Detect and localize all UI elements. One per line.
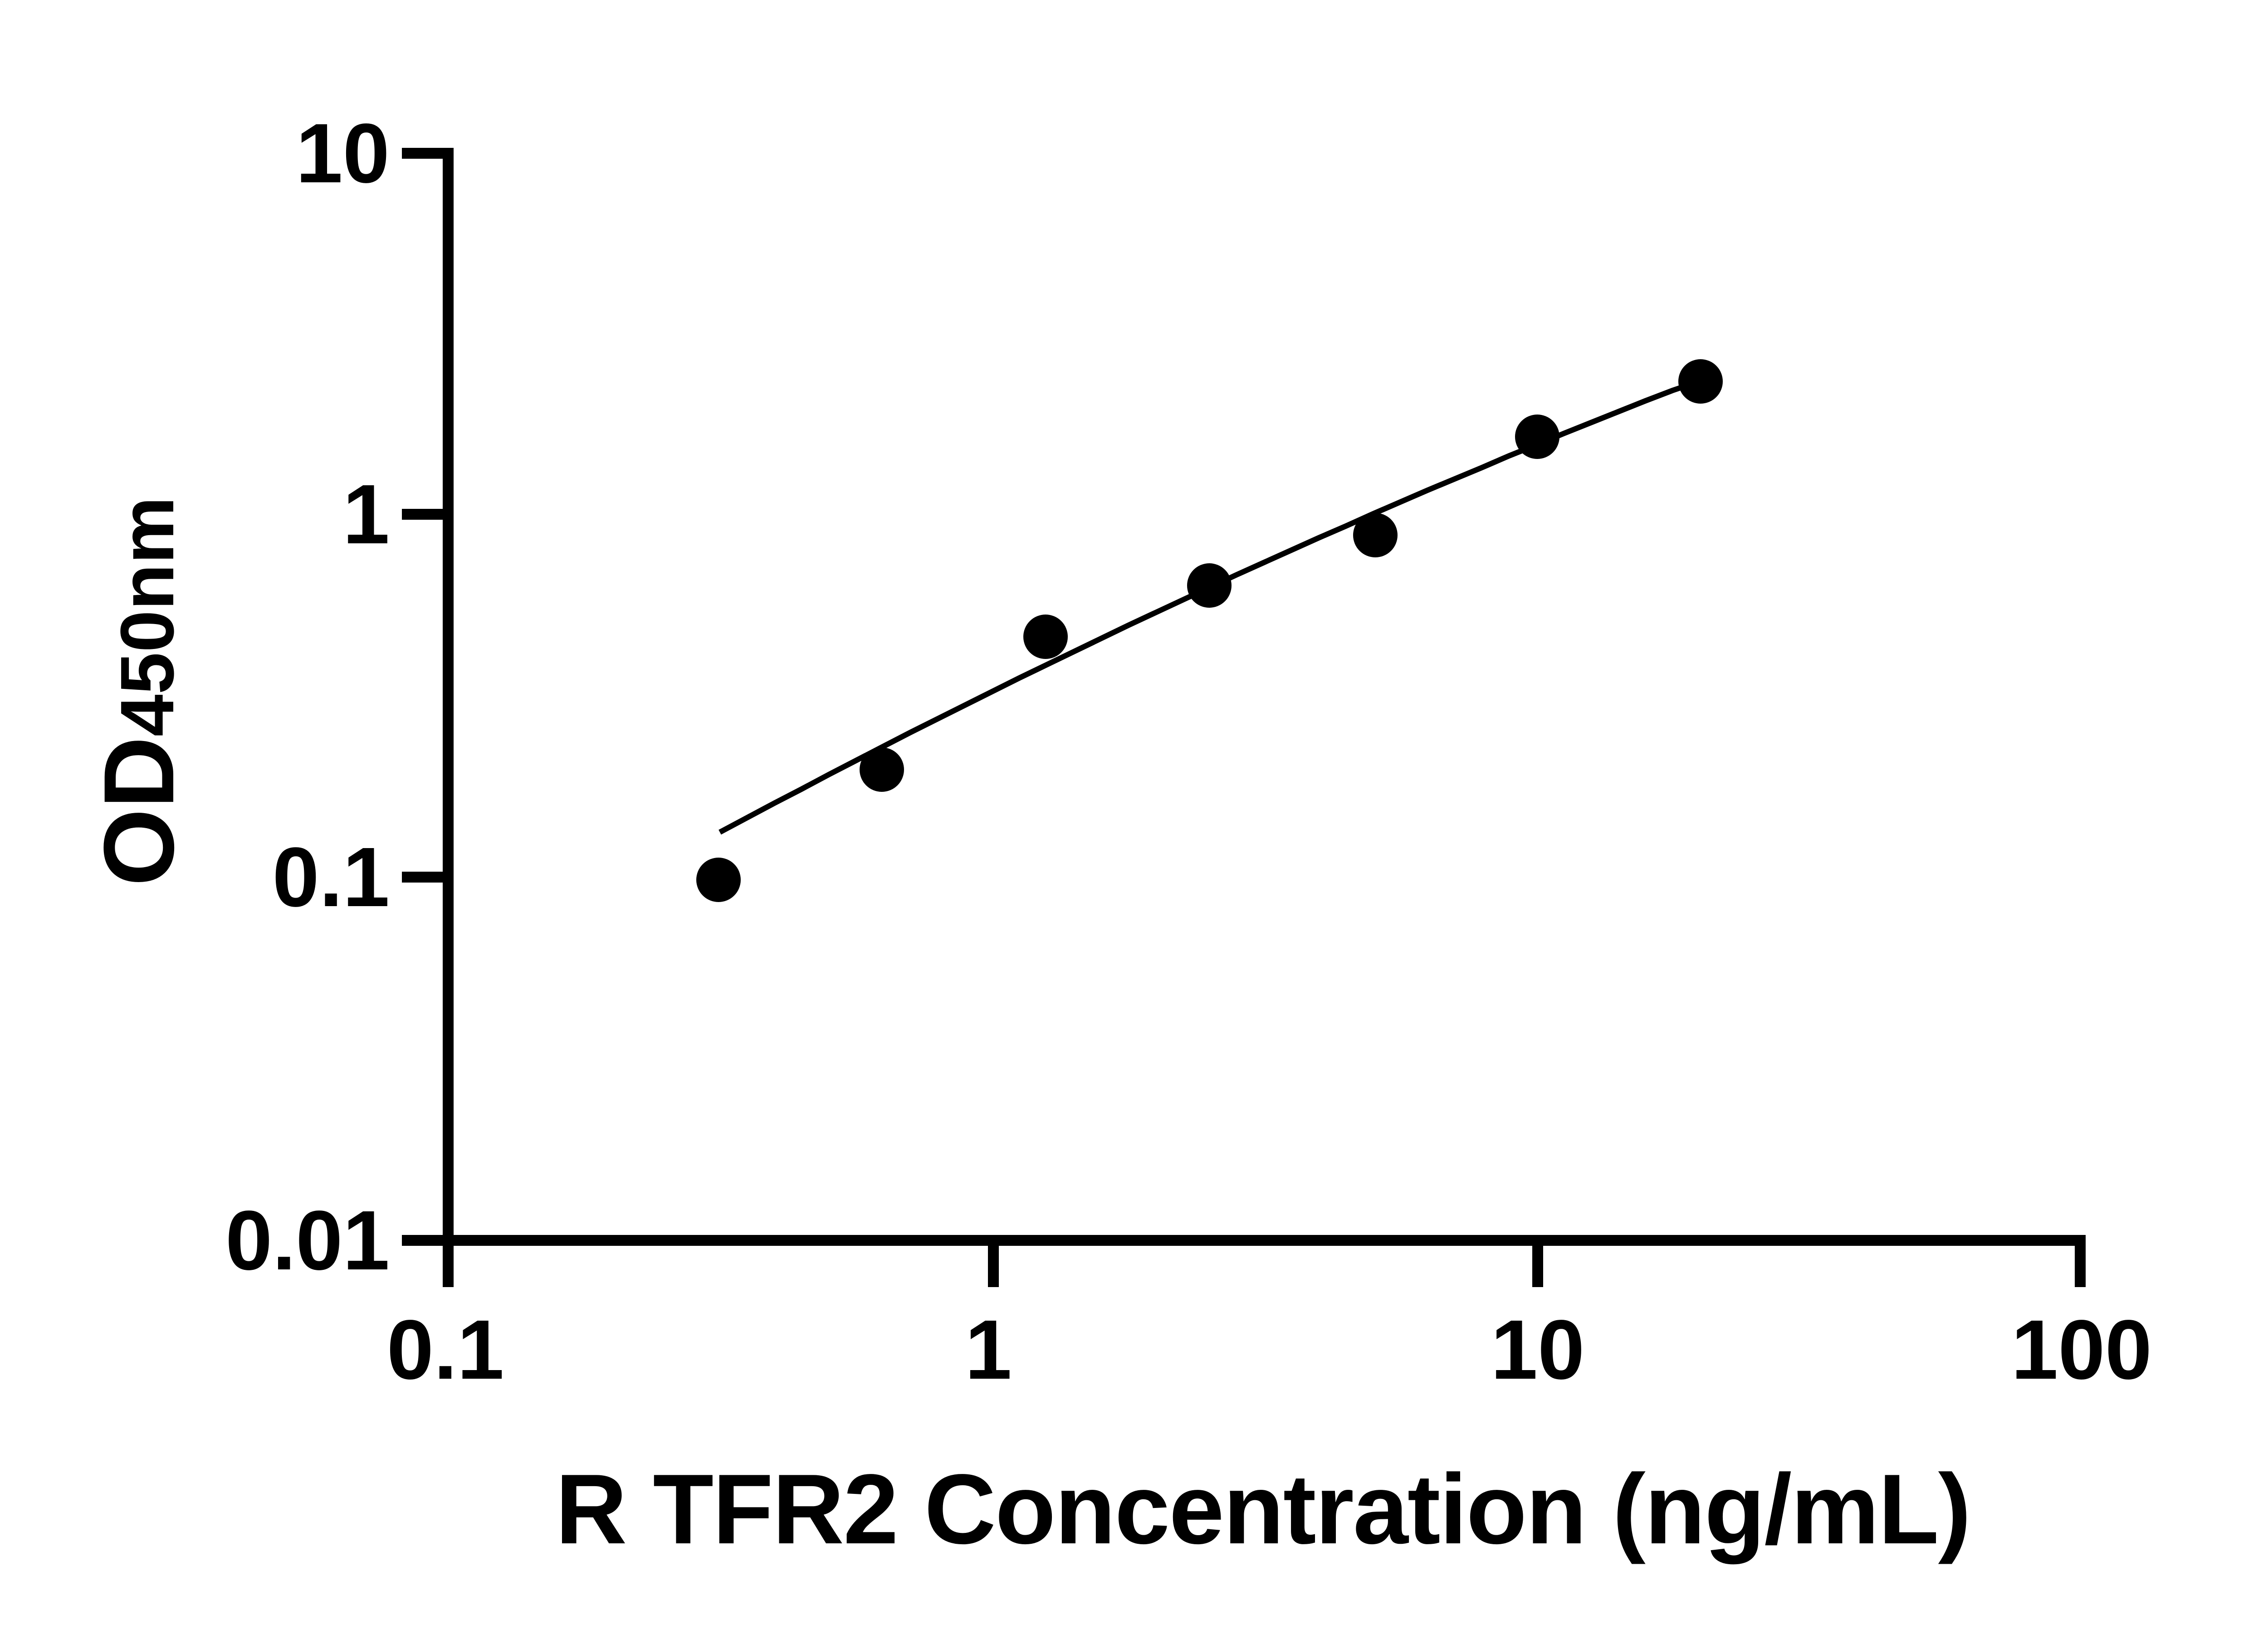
- svg-text:0.1: 0.1: [272, 830, 390, 924]
- svg-text:10: 10: [296, 107, 390, 200]
- svg-text:10: 10: [1491, 1303, 1585, 1397]
- svg-text:0.01: 0.01: [225, 1194, 390, 1288]
- svg-text:OD450nm: OD450nm: [83, 497, 195, 886]
- svg-text:1: 1: [343, 468, 390, 561]
- svg-text:1: 1: [965, 1303, 1012, 1397]
- svg-text:100: 100: [2011, 1303, 2152, 1397]
- svg-text:0.1: 0.1: [387, 1303, 504, 1397]
- svg-text:R TFR2 Concentration (ng/mL): R TFR2 Concentration (ng/mL): [555, 1454, 1970, 1565]
